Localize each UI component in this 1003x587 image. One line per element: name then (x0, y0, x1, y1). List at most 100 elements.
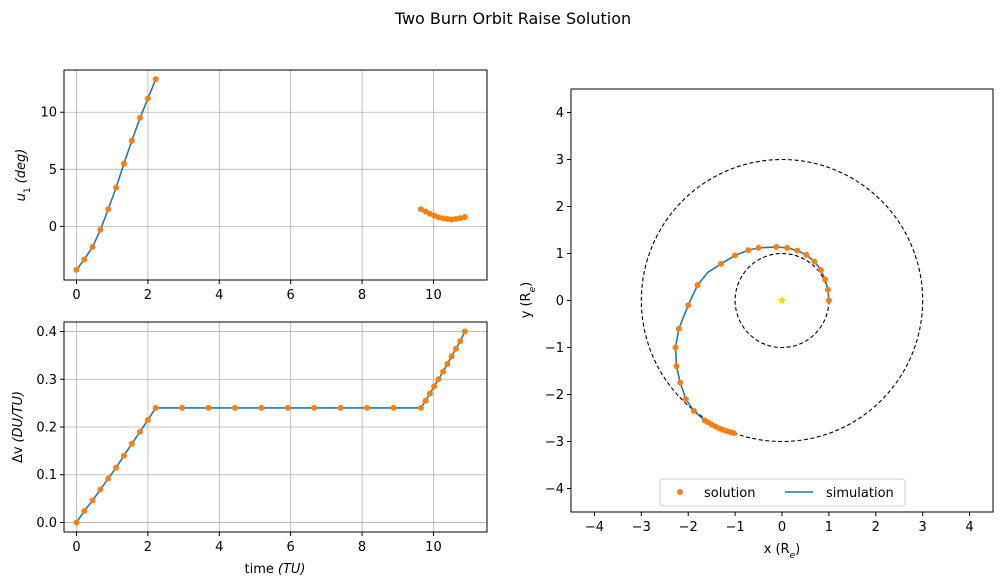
delta-v-grid (64, 322, 487, 532)
legend-box (659, 478, 906, 507)
trajectory-point-1 (824, 286, 831, 293)
delta-v-point-1 (81, 508, 88, 514)
delta-v-point-7 (128, 440, 135, 447)
trajectory-point-5 (803, 251, 810, 258)
delta-v-point-18 (364, 404, 371, 411)
trajectory-ytick-label-2: −2 (545, 388, 564, 403)
trajectory-point-14 (685, 302, 692, 309)
control-angle-line-0-0 (75, 78, 157, 271)
delta-v-point-30 (461, 328, 468, 335)
trajectory-xtick-label-5: 1 (825, 520, 833, 535)
control-angle-point-8 (137, 114, 144, 121)
delta-v-point-20 (417, 404, 424, 411)
control-angle-point-2 (89, 243, 96, 250)
delta-v-ytick-label-0: 0.0 (36, 516, 57, 531)
delta-v-xtick-label-1: 2 (144, 540, 152, 555)
delta-v-point-6 (120, 452, 127, 459)
trajectory-xtick-label-4: 0 (778, 520, 786, 535)
delta-v-point-22 (426, 390, 433, 397)
control-angle-point-3 (97, 226, 104, 233)
trajectory-point-2 (822, 276, 829, 283)
central-body-star (777, 295, 787, 305)
delta-v-point-29 (457, 338, 464, 345)
trajectory-point-29 (730, 430, 737, 437)
delta-v-ytick-label-3: 0.3 (36, 373, 57, 388)
control-angle-point-5 (113, 184, 120, 191)
delta-v-point-27 (448, 353, 455, 360)
control-angle-point-6 (120, 160, 127, 167)
delta-v-point-0 (73, 519, 80, 526)
trajectory-legend: solution simulation (659, 478, 906, 507)
legend-simulation-label: simulation (826, 486, 894, 501)
delta-v-point-13 (231, 404, 238, 411)
control-angle-point-7 (128, 137, 135, 144)
delta-v-point-2 (89, 497, 96, 504)
trajectory-ytick-label-1: −3 (545, 435, 564, 450)
trajectory-point-18 (677, 379, 684, 386)
trajectory-xtick-label-2: −2 (679, 520, 698, 535)
delta-v-point-16 (311, 404, 318, 411)
delta-v-point-11 (179, 404, 186, 411)
control-angle-xtick-label-1: 2 (144, 288, 152, 303)
trajectory-point-12 (718, 260, 725, 267)
delta-v-ticks: 0 2 4 6 8 10 0.0 0.1 0.2 0.3 0.4 (36, 325, 441, 555)
trajectory-point-11 (732, 252, 739, 259)
delta-v-xtick-label-0: 0 (72, 540, 80, 555)
control-angle-ytick-label-2: 10 (40, 106, 57, 121)
trajectory-xtick-label-0: −4 (585, 520, 604, 535)
trajectory-xtick-label-7: 3 (919, 520, 927, 535)
control-angle-panel: 0 2 4 6 8 10 0 5 10 u1(deg) (14, 69, 488, 303)
trajectory-point-7 (784, 244, 791, 251)
delta-v-point-14 (258, 404, 265, 411)
delta-v-point-15 (284, 404, 291, 411)
control-angle-xtick-label-4: 8 (358, 288, 366, 303)
delta-v-xtick-label-4: 8 (358, 540, 366, 555)
control-angle-plot-area (73, 76, 468, 273)
delta-v-point-10 (152, 404, 159, 411)
control-angle-point-4 (105, 206, 112, 213)
delta-v-point-4 (105, 475, 112, 482)
orbit-circle-1 (640, 158, 924, 443)
trajectory-ytick-label-5: 1 (556, 247, 564, 262)
control-angle-point-11 (417, 206, 424, 213)
trajectory-xtick-label-8: 4 (965, 520, 973, 535)
trajectory-point-20 (690, 407, 697, 414)
control-angle-ytick-label-1: 5 (49, 163, 57, 178)
control-angle-ylabel: u1(deg) (14, 149, 33, 202)
trajectory-point-16 (672, 344, 679, 351)
trajectory-point-10 (745, 247, 752, 254)
delta-v-point-23 (431, 383, 438, 390)
control-angle-point-1 (81, 256, 88, 263)
trajectory-line-0-0 (674, 246, 830, 434)
delta-v-point-12 (205, 404, 212, 411)
delta-v-point-21 (422, 397, 429, 404)
control-angle-grid (64, 70, 487, 280)
trajectory-ytick-label-7: 3 (556, 153, 564, 168)
trajectory-xtick-label-1: −3 (632, 520, 651, 535)
trajectory-point-17 (673, 363, 680, 370)
trajectory-plot-area (640, 158, 924, 443)
trajectory-point-19 (682, 396, 689, 403)
delta-v-xlabel: time (TU) (245, 562, 306, 577)
control-angle-xtick-label-0: 0 (72, 288, 80, 303)
delta-v-point-25 (440, 368, 447, 375)
control-angle-xtick-label-3: 6 (287, 288, 295, 303)
control-angle-xtick-label-5: 10 (425, 288, 442, 303)
control-angle-point-9 (144, 95, 151, 102)
delta-v-plot-area (73, 328, 468, 526)
trajectory-ytick-label-6: 2 (556, 200, 564, 215)
trajectory-point-8 (773, 243, 780, 250)
trajectory-point-4 (811, 258, 818, 265)
trajectory-xtick-label-6: 2 (872, 520, 880, 535)
control-angle-point-10 (152, 76, 159, 83)
control-angle-point-15 (435, 214, 442, 221)
trajectory-ylabel: y(Re) (519, 282, 538, 318)
legend-solution-marker (677, 489, 683, 495)
trajectory-xtick-label-3: −1 (726, 520, 745, 535)
delta-v-point-24 (435, 376, 442, 383)
figure-title: Two Burn Orbit Raise Solution (394, 9, 631, 28)
trajectory-ytick-label-4: 0 (556, 294, 564, 309)
delta-v-ylabel: Δv(DU/TU) (11, 391, 26, 463)
control-angle-ticks: 0 2 4 6 8 10 0 5 10 (40, 106, 441, 303)
